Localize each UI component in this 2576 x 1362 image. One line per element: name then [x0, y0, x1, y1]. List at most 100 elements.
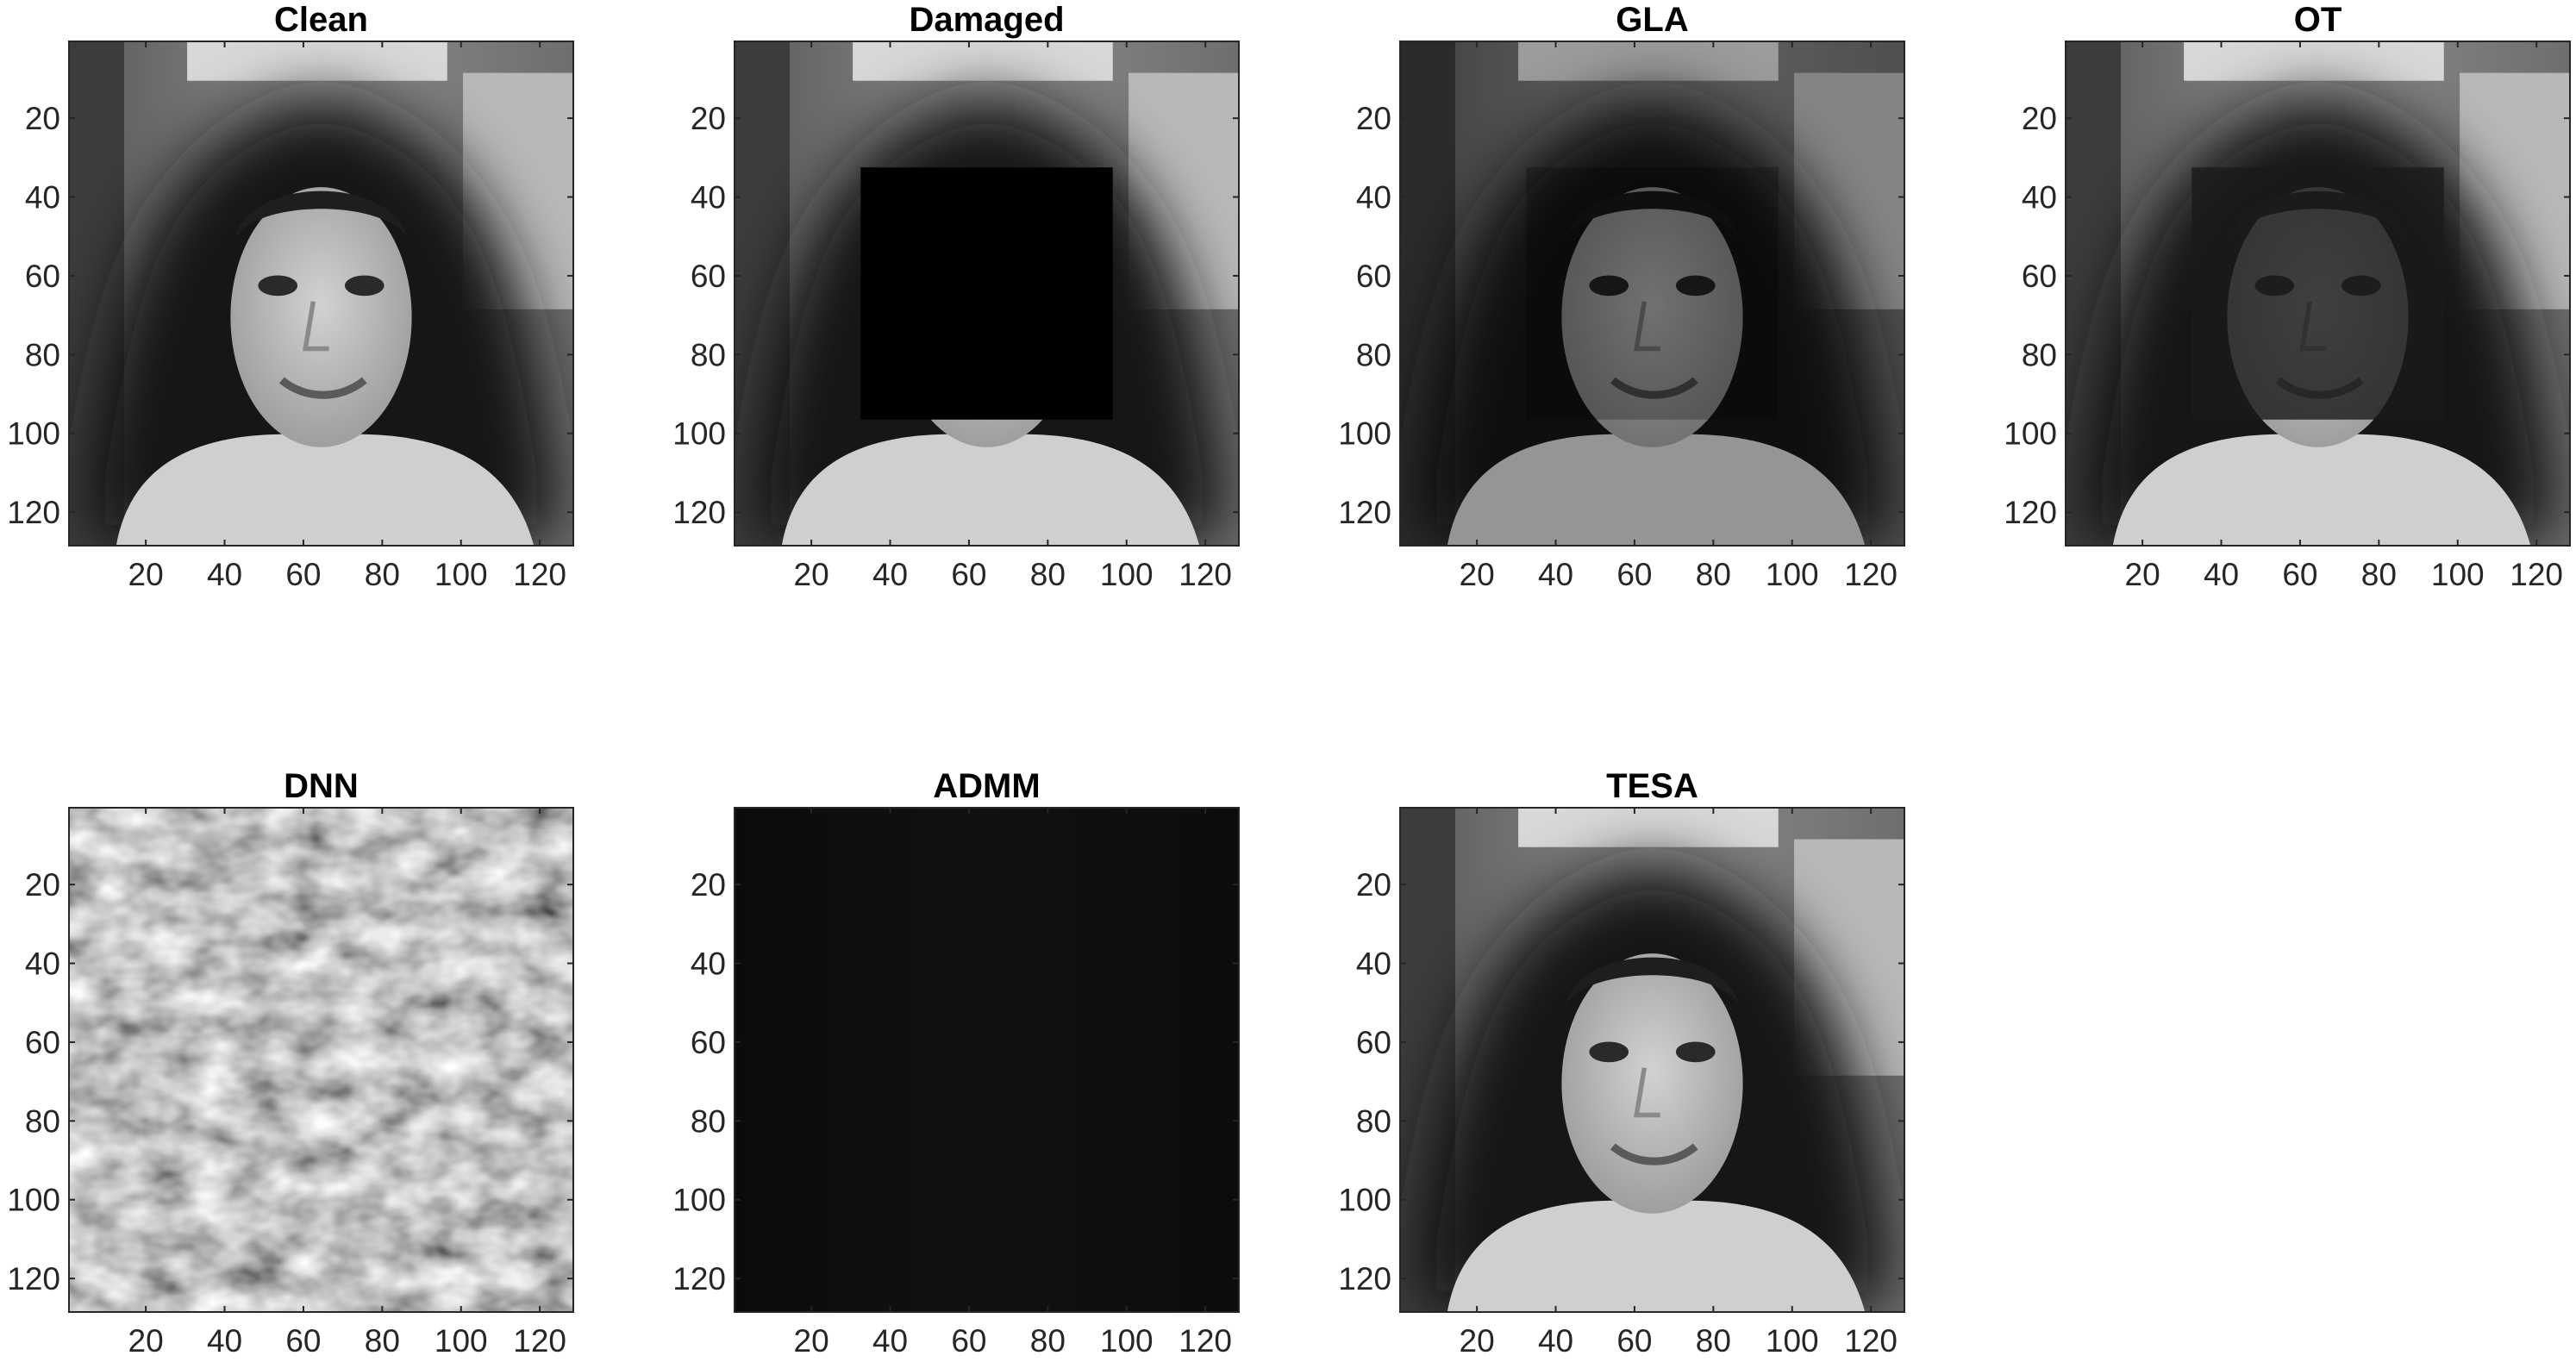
- xtick-label-gla: 40: [1538, 557, 1573, 592]
- ytick-label-gla: 20: [1356, 101, 1391, 136]
- xtick-label-admm: 60: [951, 1323, 986, 1359]
- xtick-label-damaged: 120: [1179, 557, 1232, 592]
- occlusion-gla: [1526, 167, 1779, 420]
- xtick-label-gla: 80: [1696, 557, 1731, 592]
- ytick-label-damaged: 40: [691, 180, 726, 216]
- ytick-label-ot: 100: [2004, 416, 2057, 452]
- ytick-label-tesa: 100: [1338, 1183, 1391, 1218]
- ytick-label-damaged: 100: [672, 416, 726, 452]
- ytick-label-dnn: 100: [7, 1183, 60, 1218]
- image-dnn: [69, 808, 573, 1312]
- ytick-label-clean: 120: [7, 495, 60, 530]
- xtick-label-gla: 20: [1460, 557, 1495, 592]
- ytick-label-clean: 40: [25, 180, 60, 216]
- ytick-label-admm: 120: [672, 1261, 726, 1296]
- xtick-label-tesa: 100: [1766, 1323, 1819, 1359]
- ytick-label-tesa: 20: [1356, 867, 1391, 903]
- axes-frame-ot: [2065, 41, 2571, 547]
- ytick-label-dnn: 80: [25, 1103, 60, 1139]
- xtick-label-clean: 120: [513, 557, 566, 592]
- xtick-label-admm: 80: [1030, 1323, 1066, 1359]
- title-dnn: DNN: [284, 767, 359, 805]
- xtick-label-tesa: 60: [1616, 1323, 1652, 1359]
- ytick-label-dnn: 20: [25, 867, 60, 903]
- image-admm: [735, 808, 1239, 1312]
- ytick-label-gla: 80: [1356, 337, 1391, 372]
- xtick-label-tesa: 20: [1460, 1323, 1495, 1359]
- xtick-label-dnn: 100: [435, 1323, 488, 1359]
- ytick-label-clean: 100: [7, 416, 60, 452]
- ytick-label-dnn: 60: [25, 1025, 60, 1060]
- xtick-label-admm: 120: [1179, 1323, 1232, 1359]
- ytick-label-ot: 20: [2022, 101, 2057, 136]
- axes-frame-gla: [1399, 41, 1905, 547]
- ytick-label-gla: 40: [1356, 180, 1391, 216]
- xtick-label-dnn: 40: [207, 1323, 242, 1359]
- axes-frame-clean: [68, 41, 574, 547]
- ytick-label-ot: 120: [2004, 495, 2057, 530]
- xtick-label-dnn: 80: [365, 1323, 400, 1359]
- ytick-label-tesa: 120: [1338, 1261, 1391, 1296]
- xtick-label-clean: 40: [207, 557, 242, 592]
- image-ot: [2066, 41, 2570, 546]
- occlusion-damaged: [860, 167, 1113, 420]
- ytick-label-admm: 80: [691, 1103, 726, 1139]
- xtick-label-ot: 120: [2510, 557, 2563, 592]
- xtick-label-dnn: 20: [128, 1323, 164, 1359]
- ytick-label-clean: 20: [25, 101, 60, 136]
- title-gla: GLA: [1616, 1, 1688, 39]
- xtick-label-clean: 20: [128, 557, 164, 592]
- panel-admm: ADMM 20 40 60 80 100 120 20 40 60 80 100 120: [672, 767, 1240, 1359]
- ytick-label-dnn: 120: [7, 1261, 60, 1296]
- ytick-label-damaged: 60: [691, 259, 726, 294]
- xtick-label-admm: 20: [794, 1323, 829, 1359]
- ytick-label-admm: 100: [672, 1183, 726, 1218]
- ytick-label-gla: 120: [1338, 495, 1391, 530]
- xtick-label-clean: 100: [435, 557, 488, 592]
- ytick-label-damaged: 80: [691, 337, 726, 372]
- title-damaged: Damaged: [909, 1, 1064, 39]
- panel-clean: Clean 20 40 60 80 100 120 20 40 60 80 100 120: [7, 1, 574, 592]
- ytick-label-clean: 80: [25, 337, 60, 372]
- xtick-label-admm: 100: [1100, 1323, 1154, 1359]
- ytick-label-ot: 60: [2022, 259, 2057, 294]
- xtick-label-tesa: 40: [1538, 1323, 1573, 1359]
- axes-frame-damaged: [734, 41, 1240, 547]
- xtick-label-dnn: 60: [285, 1323, 321, 1359]
- ytick-label-dnn: 40: [25, 947, 60, 982]
- panel-damaged: Damaged 20 40 60 80 100 120 20 40 60 80 100 120: [672, 1, 1240, 592]
- axes-frame-dnn: [68, 807, 574, 1313]
- ytick-label-clean: 60: [25, 259, 60, 294]
- xtick-label-dnn: 120: [513, 1323, 566, 1359]
- xtick-label-gla: 120: [1844, 557, 1898, 592]
- occlusion-ot: [2191, 167, 2444, 420]
- image-gla: [1400, 41, 1904, 546]
- ytick-label-admm: 60: [691, 1025, 726, 1060]
- xtick-label-damaged: 80: [1030, 557, 1066, 592]
- title-ot: OT: [2294, 1, 2342, 39]
- image-damaged: [735, 41, 1239, 546]
- image-clean: [69, 41, 573, 546]
- xtick-label-ot: 40: [2204, 557, 2239, 592]
- xtick-label-gla: 100: [1766, 557, 1819, 592]
- xtick-label-gla: 60: [1616, 557, 1652, 592]
- xtick-label-damaged: 20: [794, 557, 829, 592]
- xtick-label-damaged: 40: [872, 557, 908, 592]
- ytick-label-damaged: 120: [672, 495, 726, 530]
- panel-gla: GLA 20 40 60 80 100 120 20 40 60 80 100 120: [1338, 1, 1905, 592]
- ytick-label-ot: 80: [2022, 337, 2057, 372]
- ytick-label-admm: 40: [691, 947, 726, 982]
- axes-frame-admm: [734, 807, 1240, 1313]
- panel-tesa: TESA 20 40 60 80 100 120 20 40 60 80 100 120: [1338, 767, 1905, 1359]
- xtick-label-damaged: 100: [1100, 557, 1154, 592]
- xtick-label-ot: 60: [2282, 557, 2317, 592]
- ytick-label-tesa: 80: [1356, 1103, 1391, 1139]
- ytick-label-gla: 60: [1356, 259, 1391, 294]
- xtick-label-ot: 100: [2431, 557, 2485, 592]
- ytick-label-ot: 40: [2022, 180, 2057, 216]
- title-clean: Clean: [274, 1, 368, 39]
- axes-frame-tesa: [1399, 807, 1905, 1313]
- title-tesa: TESA: [1606, 767, 1698, 805]
- ytick-label-tesa: 40: [1356, 947, 1391, 982]
